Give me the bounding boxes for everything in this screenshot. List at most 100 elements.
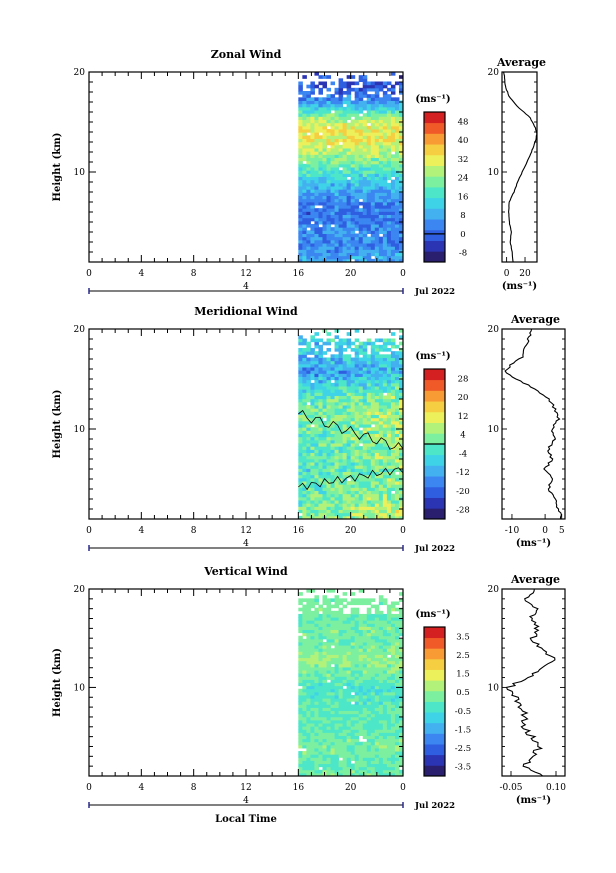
heatmap-cell bbox=[398, 148, 404, 152]
heatmap-cell bbox=[386, 673, 392, 677]
average-profile-line bbox=[505, 588, 556, 777]
heatmap-cell bbox=[374, 458, 380, 463]
heatmap-cell bbox=[354, 632, 360, 637]
heatmap-cell bbox=[390, 189, 396, 193]
heatmap-cell bbox=[386, 732, 392, 736]
heatmap-cell bbox=[398, 610, 404, 615]
heatmap-cell bbox=[358, 698, 364, 702]
x-tick-label: 4 bbox=[138, 526, 144, 536]
heatmap-cell bbox=[334, 360, 340, 365]
heatmap-cell bbox=[378, 100, 384, 105]
heatmap-cell bbox=[346, 386, 352, 390]
heatmap-cell bbox=[346, 613, 352, 618]
heatmap-cell bbox=[390, 373, 396, 377]
heatmap-cell bbox=[322, 148, 328, 152]
heatmap-cell bbox=[346, 360, 352, 365]
heatmap-cell bbox=[314, 747, 319, 752]
heatmap-cell bbox=[298, 230, 303, 234]
heatmap-cell bbox=[382, 341, 388, 346]
heatmap-cell bbox=[342, 338, 348, 343]
heatmap-cell bbox=[354, 738, 360, 743]
heatmap-cell bbox=[318, 255, 323, 260]
heatmap-cell bbox=[390, 651, 396, 655]
heatmap-cell bbox=[358, 657, 364, 662]
heatmap-cell bbox=[346, 170, 352, 174]
heatmap-cell bbox=[346, 623, 352, 627]
heatmap-cell bbox=[382, 252, 388, 257]
heatmap-cell bbox=[330, 249, 336, 253]
colorbar-swatch bbox=[424, 112, 445, 124]
heatmap-cell bbox=[310, 663, 315, 668]
heatmap-cell bbox=[342, 135, 348, 139]
heatmap-cell bbox=[394, 160, 400, 165]
heatmap-cell bbox=[302, 116, 307, 120]
heatmap-cell bbox=[338, 691, 344, 696]
heatmap-cell bbox=[378, 503, 384, 507]
heatmap-cell bbox=[314, 243, 319, 247]
heatmap-cell bbox=[366, 707, 372, 712]
heatmap-cell bbox=[322, 192, 328, 196]
heatmap-cell bbox=[390, 408, 396, 412]
heatmap-cell bbox=[322, 481, 328, 485]
heatmap-cell bbox=[342, 367, 348, 371]
heatmap-cell bbox=[390, 729, 396, 733]
heatmap-cell bbox=[354, 129, 360, 133]
heatmap-cell bbox=[390, 635, 396, 640]
heatmap-cell bbox=[338, 420, 344, 425]
heatmap-cell bbox=[382, 379, 388, 384]
heatmap-cell bbox=[322, 211, 328, 215]
heatmap-cell bbox=[358, 214, 364, 219]
heatmap-cell bbox=[306, 604, 311, 609]
heatmap-cell bbox=[354, 515, 360, 520]
heatmap-cell bbox=[390, 357, 396, 362]
heatmap-cell bbox=[390, 154, 396, 158]
average-x-tick-label: 0.10 bbox=[546, 783, 566, 793]
heatmap-cell bbox=[322, 707, 328, 712]
colorbar-tick-label: 8 bbox=[460, 211, 465, 221]
heatmap-cell bbox=[346, 648, 352, 652]
heatmap-cell bbox=[334, 91, 340, 95]
heatmap-cell bbox=[330, 125, 336, 130]
heatmap-cell bbox=[378, 424, 384, 428]
heatmap-cell bbox=[338, 477, 344, 482]
heatmap-cell bbox=[342, 205, 348, 209]
heatmap-cell bbox=[298, 408, 303, 412]
heatmap-cell bbox=[354, 344, 360, 349]
heatmap-cell bbox=[382, 417, 388, 422]
heatmap-cell bbox=[298, 666, 303, 671]
heatmap-cell bbox=[386, 341, 392, 346]
heatmap-cell bbox=[338, 84, 344, 89]
heatmap-cell bbox=[350, 100, 356, 105]
heatmap-cell bbox=[298, 376, 303, 381]
heatmap-cell bbox=[366, 723, 372, 727]
heatmap-cell bbox=[386, 443, 392, 447]
heatmap-cell bbox=[306, 170, 311, 174]
heatmap-cell bbox=[390, 660, 396, 665]
heatmap-cell bbox=[322, 493, 328, 498]
day-label: 4 bbox=[243, 539, 249, 549]
heatmap-cell bbox=[382, 338, 388, 343]
heatmap-cell bbox=[346, 747, 352, 752]
heatmap-cell bbox=[350, 211, 356, 215]
heatmap-cell bbox=[298, 173, 303, 177]
heatmap-cell bbox=[298, 179, 303, 184]
heatmap-cell bbox=[306, 458, 311, 463]
heatmap-cell bbox=[390, 243, 396, 247]
heatmap-cell bbox=[390, 760, 396, 765]
heatmap-cell bbox=[330, 515, 336, 520]
heatmap-cell bbox=[354, 666, 360, 671]
heatmap-cell bbox=[318, 129, 323, 133]
heatmap-cell bbox=[306, 694, 311, 699]
heatmap-cell bbox=[362, 170, 368, 174]
heatmap-cell bbox=[358, 648, 364, 652]
heatmap-cell bbox=[354, 148, 360, 152]
heatmap-cell bbox=[354, 414, 360, 419]
heatmap-cell bbox=[394, 657, 400, 662]
heatmap-cell bbox=[334, 496, 340, 501]
heatmap-cell bbox=[386, 119, 392, 124]
heatmap-cell bbox=[326, 744, 332, 749]
heatmap-cell bbox=[354, 411, 360, 415]
heatmap-cell bbox=[326, 211, 332, 215]
heatmap-cell bbox=[334, 648, 340, 652]
heatmap-cell bbox=[346, 670, 352, 674]
